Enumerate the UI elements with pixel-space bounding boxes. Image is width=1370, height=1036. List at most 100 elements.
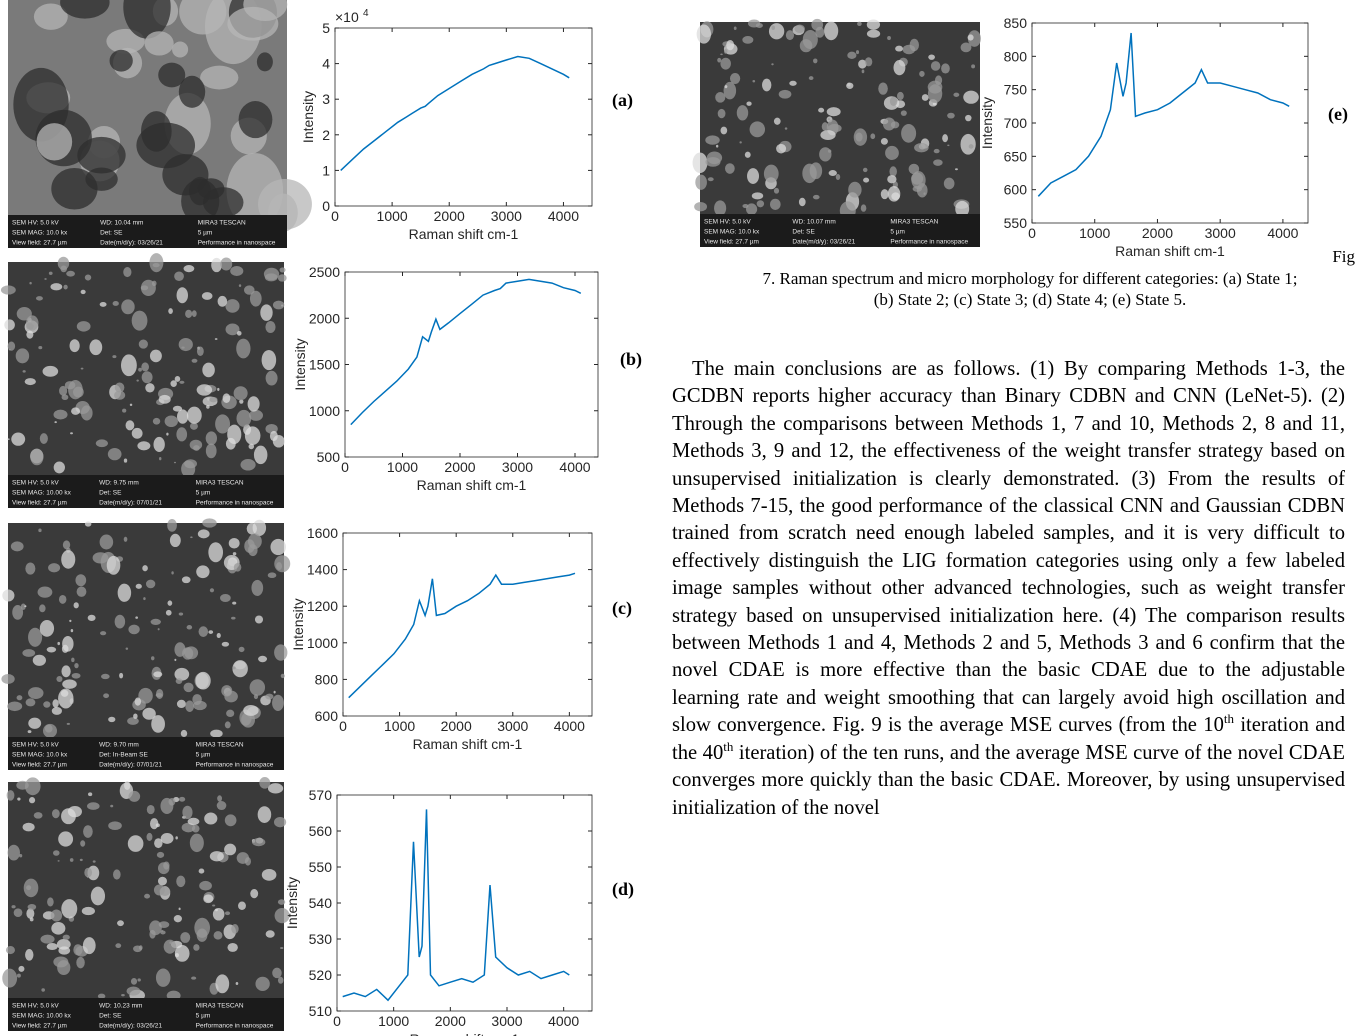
sem-texture	[131, 427, 143, 439]
sem-texture	[108, 821, 122, 831]
sem-texture	[80, 367, 84, 370]
sem-texture	[967, 34, 974, 41]
panel-label: (e)	[1328, 104, 1348, 125]
sem-texture	[827, 123, 842, 133]
y-tick-label: 1000	[307, 635, 338, 651]
sem-texture	[63, 284, 68, 290]
sem-info-text: SEM MAG: 10.0 kx	[704, 229, 760, 236]
sem-texture	[80, 840, 86, 847]
sem-texture	[168, 797, 176, 806]
sem-texture	[142, 565, 148, 572]
sem-texture	[173, 915, 182, 923]
sem-texture	[225, 437, 236, 450]
sem-texture	[778, 89, 792, 99]
sem-texture	[69, 858, 74, 862]
y-tick-label: 5	[322, 20, 330, 36]
sem-info-text: Performance in nanospace	[198, 240, 276, 247]
sem-texture	[769, 198, 781, 210]
sem-texture	[89, 339, 103, 356]
sem-texture	[762, 78, 772, 92]
sem-texture	[855, 50, 860, 55]
sem-texture	[203, 894, 214, 904]
sem-texture	[847, 51, 857, 60]
sem-texture	[38, 528, 42, 533]
sem-texture	[200, 65, 239, 90]
sem-texture	[736, 105, 749, 121]
x-tick-label: 1000	[378, 1013, 409, 1029]
sem-texture	[178, 796, 186, 802]
y-tick-label: 750	[1004, 82, 1028, 98]
sem-info-text: 5 µm	[198, 230, 213, 237]
sem-texture	[720, 57, 731, 70]
sem-texture	[80, 405, 93, 421]
sem-info-text: Performance in nanospace	[196, 762, 274, 769]
sem-info-text: Date(m/d/y): 03/26/21	[792, 239, 855, 246]
sem-texture	[217, 795, 223, 802]
sem-texture	[254, 615, 264, 624]
sem-texture	[183, 682, 194, 693]
sem-info-text: WD: 10.07 mm	[792, 219, 835, 226]
sem-texture	[80, 289, 86, 295]
sem-texture	[124, 781, 131, 790]
sem-texture	[274, 644, 288, 661]
y-axis-label: Intensity	[284, 877, 300, 929]
sem-texture	[16, 306, 32, 321]
sem-info-text: MIRA3 TESCAN	[196, 742, 244, 749]
sem-texture	[799, 39, 813, 53]
sem-texture	[217, 387, 220, 391]
sem-texture	[168, 308, 173, 314]
sem-texture	[119, 672, 124, 679]
sem-texture	[236, 330, 242, 336]
sem-texture	[42, 365, 59, 377]
sem-info-bar	[8, 998, 284, 1031]
sem-texture	[261, 349, 277, 371]
y-axis-label: Intensity	[979, 97, 995, 149]
sem-texture	[225, 299, 240, 313]
sem-texture	[57, 256, 70, 270]
sem-texture	[158, 394, 171, 404]
sem-info-text: 5 µm	[196, 1013, 211, 1020]
sem-texture	[112, 355, 117, 359]
sem-texture	[232, 552, 237, 556]
sem-texture	[62, 540, 71, 550]
y-tick-label: 1500	[309, 357, 340, 373]
sem-texture	[174, 271, 184, 282]
sem-texture	[149, 349, 162, 363]
sem-texture	[714, 200, 727, 216]
sem-texture	[212, 907, 225, 921]
sem-texture	[768, 23, 785, 40]
sem-texture	[858, 59, 867, 69]
sem-texture	[729, 72, 741, 85]
sem-texture	[15, 348, 30, 364]
sem-texture	[224, 911, 231, 916]
sem-texture	[149, 253, 164, 273]
sem-texture	[180, 932, 191, 943]
sem-texture	[870, 133, 876, 140]
sem-texture	[7, 438, 10, 441]
sem-texture	[51, 167, 98, 210]
sem-texture	[103, 693, 110, 699]
sem-texture	[238, 101, 273, 139]
sem-texture	[269, 430, 278, 442]
sem-texture	[943, 177, 955, 190]
sem-texture	[724, 85, 728, 89]
sem-texture	[198, 868, 205, 874]
x-axis-label: Raman shift cm-1	[409, 226, 519, 242]
sem-texture	[16, 695, 23, 701]
sem-texture	[749, 121, 766, 138]
sem-info-text: Date(m/d/y): 07/01/21	[99, 500, 162, 507]
sem-texture	[58, 946, 71, 955]
x-tick-label: 2000	[1142, 225, 1173, 241]
sem-texture	[279, 267, 286, 273]
panel-label: (a)	[612, 90, 633, 111]
y-tick-label: 600	[1004, 182, 1028, 198]
sem-texture	[60, 0, 110, 19]
sem-texture	[967, 30, 981, 47]
chart: 0 1000 2000 3000 4000 500 1000 1500 2000 2500 Rama…	[292, 264, 599, 493]
sem-texture	[115, 943, 122, 949]
sem-texture	[177, 409, 189, 424]
sem-texture	[226, 709, 235, 718]
sem-texture	[260, 304, 273, 321]
sem-texture	[771, 63, 774, 66]
sem-texture	[26, 908, 35, 919]
